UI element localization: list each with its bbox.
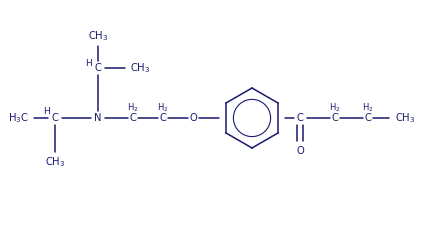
Text: H: H xyxy=(86,59,92,67)
Text: $\mathsf{H_2}$: $\mathsf{H_2}$ xyxy=(362,102,374,114)
Text: O: O xyxy=(189,113,197,123)
Text: $\mathsf{H_2}$: $\mathsf{H_2}$ xyxy=(329,102,341,114)
Text: $\mathsf{CH_3}$: $\mathsf{CH_3}$ xyxy=(88,29,108,43)
Text: C: C xyxy=(296,113,303,123)
Text: $\mathsf{H_3C}$: $\mathsf{H_3C}$ xyxy=(8,111,28,125)
Text: $\mathsf{H_2}$: $\mathsf{H_2}$ xyxy=(127,102,139,114)
Text: C: C xyxy=(130,113,136,123)
Text: C: C xyxy=(365,113,372,123)
Text: $\mathsf{CH_3}$: $\mathsf{CH_3}$ xyxy=(130,61,150,75)
Text: N: N xyxy=(94,113,102,123)
Text: H: H xyxy=(44,108,50,116)
Text: C: C xyxy=(160,113,166,123)
Text: C: C xyxy=(51,113,58,123)
Text: $\mathsf{H_2}$: $\mathsf{H_2}$ xyxy=(157,102,169,114)
Text: O: O xyxy=(296,146,304,156)
Text: C: C xyxy=(94,63,101,73)
Text: $\mathsf{CH_3}$: $\mathsf{CH_3}$ xyxy=(45,155,65,169)
Text: C: C xyxy=(332,113,338,123)
Text: $\mathsf{CH_3}$: $\mathsf{CH_3}$ xyxy=(395,111,415,125)
